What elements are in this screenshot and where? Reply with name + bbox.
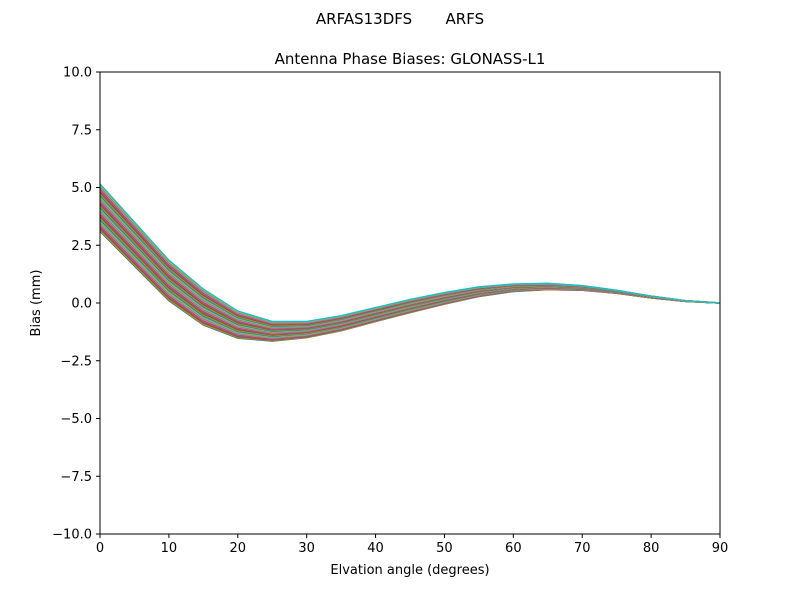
chart-title: Antenna Phase Biases: GLONASS-L1 bbox=[275, 50, 546, 68]
x-axis-ticks: 0 10 20 30 40 50 60 70 80 90 bbox=[96, 534, 728, 556]
y-tick-label: 0.0 bbox=[71, 297, 92, 312]
x-tick-label: 70 bbox=[574, 541, 591, 556]
x-tick-label: 30 bbox=[298, 541, 315, 556]
series-line bbox=[99, 221, 721, 338]
x-tick-label: 60 bbox=[505, 541, 522, 556]
x-tick-label: 40 bbox=[367, 541, 384, 556]
y-tick-label: 5.0 bbox=[71, 181, 92, 196]
y-axis-label: Bias (mm) bbox=[29, 270, 44, 337]
y-tick-label: −5.0 bbox=[60, 412, 92, 427]
y-tick-label: 10.0 bbox=[63, 66, 92, 81]
series-line bbox=[99, 219, 721, 338]
y-tick-label: −10.0 bbox=[52, 528, 92, 543]
x-tick-label: 90 bbox=[712, 541, 729, 556]
x-axis-label: Elvation angle (degrees) bbox=[330, 563, 489, 578]
figure-suptitle: ARFAS13DFS ARFS bbox=[315, 10, 485, 28]
y-axis-ticks: −10.0 −7.5 −5.0 −2.5 0.0 2.5 5.0 7.5 10.0 bbox=[52, 66, 100, 543]
x-tick-label: 10 bbox=[161, 541, 178, 556]
y-tick-label: 7.5 bbox=[71, 123, 92, 138]
y-tick-label: −2.5 bbox=[60, 354, 92, 369]
series-layer bbox=[99, 183, 721, 342]
x-tick-label: 80 bbox=[643, 541, 660, 556]
x-tick-label: 0 bbox=[96, 541, 104, 556]
y-tick-label: −7.5 bbox=[60, 470, 92, 485]
x-tick-label: 50 bbox=[436, 541, 453, 556]
x-tick-label: 20 bbox=[230, 541, 247, 556]
y-tick-label: 2.5 bbox=[71, 239, 92, 254]
series-line bbox=[99, 183, 721, 323]
